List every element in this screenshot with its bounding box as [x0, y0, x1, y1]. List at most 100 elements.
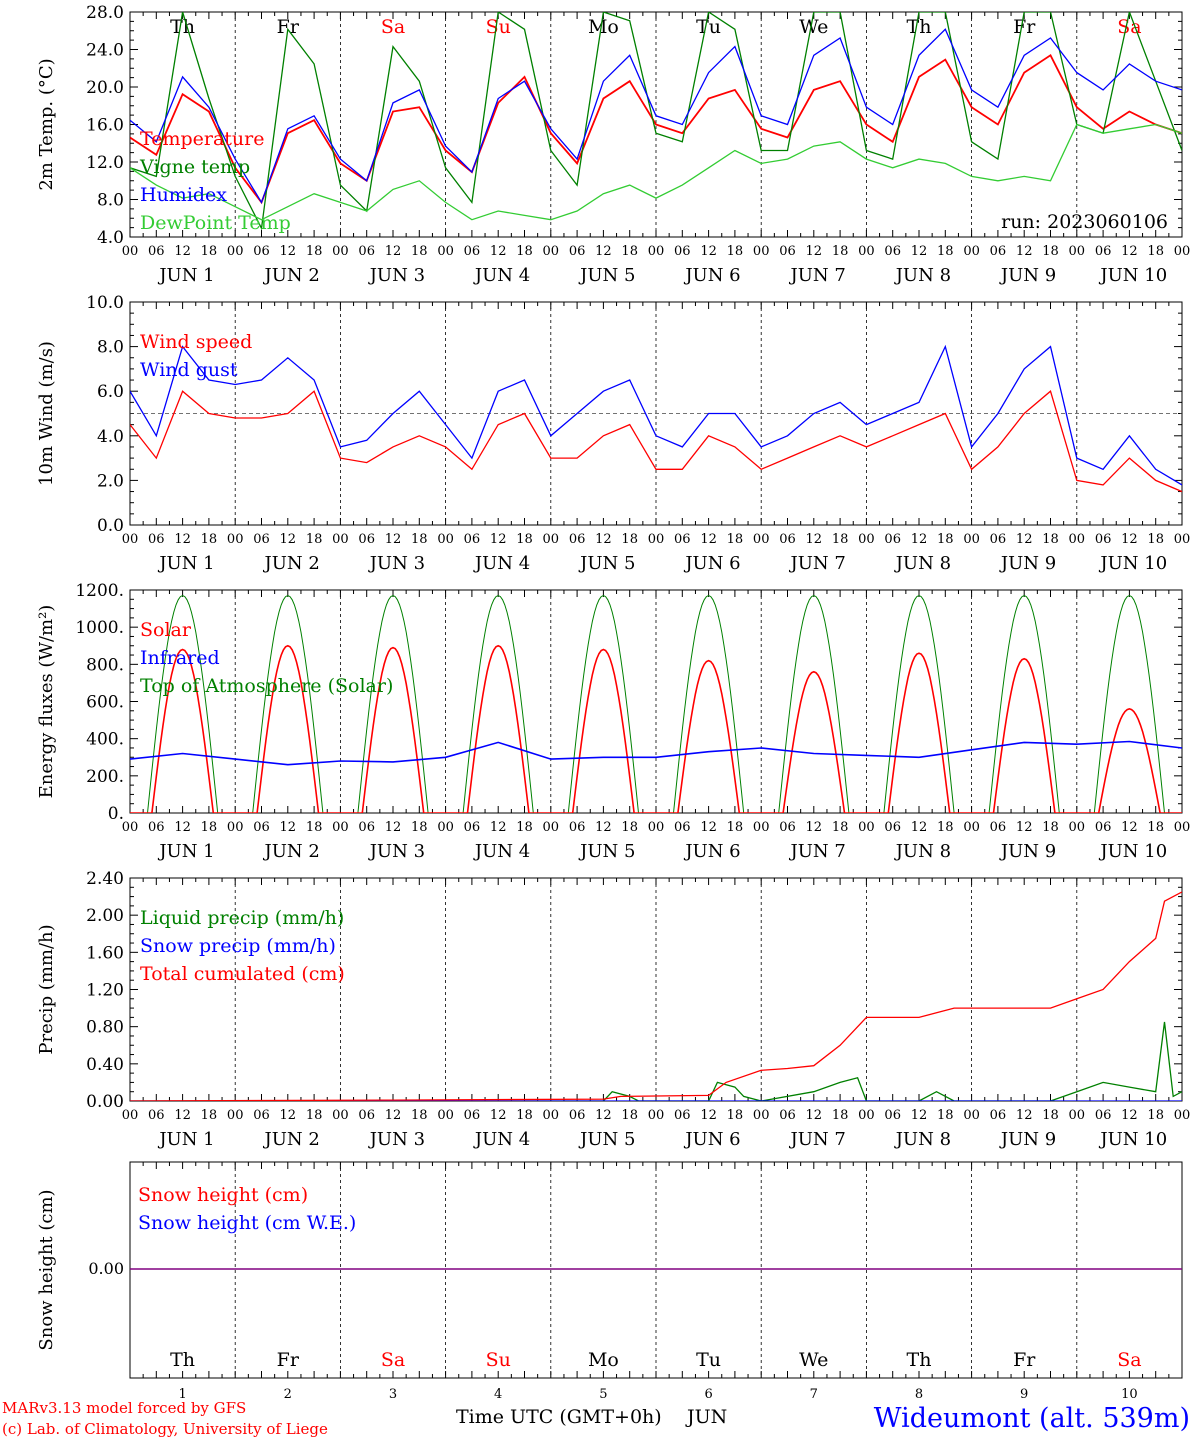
hour-tick-label: 00	[227, 820, 244, 835]
hour-tick-label: 00	[1174, 1108, 1191, 1123]
hour-tick-label: 00	[1174, 244, 1191, 259]
day-of-week-label: Sa	[381, 1349, 405, 1371]
hour-tick-label: 00	[437, 244, 454, 259]
hour-tick-label: 18	[937, 1108, 954, 1123]
date-label: JUN 2	[263, 841, 320, 862]
hour-tick-label: 06	[358, 244, 375, 259]
hour-tick-label: 00	[963, 532, 980, 547]
day-number-label: 4	[494, 1387, 502, 1402]
hour-tick-label: 06	[569, 532, 586, 547]
date-label: JUN 6	[683, 841, 740, 862]
hour-tick-label: 06	[148, 532, 165, 547]
day-of-week-label: Fr	[277, 16, 300, 38]
xaxis-month: JUN	[685, 1406, 727, 1428]
hour-tick-label: 06	[884, 820, 901, 835]
hour-tick-label: 00	[122, 1108, 139, 1123]
panel-3: 0. 200. 400. 600. 800. 1000. 1200. Energy fluxe…	[36, 581, 1190, 862]
hour-tick-label: 18	[201, 820, 218, 835]
hour-tick-label: 12	[595, 1108, 612, 1123]
hour-tick-label: 00	[437, 820, 454, 835]
date-label: JUN 9	[999, 1129, 1056, 1150]
hour-tick-label: 06	[148, 1108, 165, 1123]
hour-tick-label: 12	[1016, 1108, 1033, 1123]
legend-toa: Top of Atmosphere (Solar)	[140, 675, 393, 697]
hour-tick-label: 12	[595, 532, 612, 547]
y-tick-label: 600.	[86, 693, 124, 713]
hour-tick-label: 06	[569, 820, 586, 835]
hour-tick-label: 18	[1042, 820, 1059, 835]
hour-tick-label: 06	[990, 244, 1007, 259]
y-tick-label: 0.80	[86, 1018, 124, 1038]
day-number-label: 7	[810, 1387, 818, 1402]
date-label: JUN 3	[368, 265, 425, 286]
date-label: JUN 1	[157, 1129, 214, 1150]
date-label: JUN 9	[999, 553, 1056, 574]
date-label: JUN 8	[894, 265, 951, 286]
legend-total-cumulated: Total cumulated (cm)	[140, 963, 345, 985]
hour-tick-label: 18	[306, 1108, 323, 1123]
day-of-week-label: Fr	[1013, 16, 1036, 38]
hour-tick-label: 18	[516, 532, 533, 547]
hour-tick-label: 18	[832, 820, 849, 835]
y-tick-label: 0.00	[88, 1259, 124, 1278]
y-tick-label: 12.0	[86, 153, 124, 173]
date-label: JUN 3	[368, 553, 425, 574]
y-tick-label: 24.0	[86, 41, 124, 61]
day-of-week-label: Tu	[696, 1349, 721, 1371]
date-label: JUN 10	[1098, 553, 1167, 574]
hour-tick-label: 12	[280, 820, 297, 835]
day-of-week-label: Sa	[1117, 1349, 1141, 1371]
day-of-week-label: We	[799, 1349, 828, 1371]
hour-tick-label: 00	[122, 244, 139, 259]
hour-tick-label: 18	[201, 1108, 218, 1123]
hour-tick-label: 18	[727, 1108, 744, 1123]
day-number-label: 2	[284, 1387, 292, 1402]
hour-tick-label: 18	[621, 244, 638, 259]
hour-tick-label: 12	[1121, 1108, 1138, 1123]
hour-tick-label: 00	[858, 244, 875, 259]
hour-tick-label: 18	[516, 1108, 533, 1123]
hour-tick-label: 00	[753, 820, 770, 835]
hour-tick-label: 00	[1069, 532, 1086, 547]
y-tick-label: 8.0	[97, 191, 124, 211]
hour-tick-label: 12	[490, 1108, 507, 1123]
day-of-week-label: Su	[486, 16, 511, 38]
hour-tick-label: 00	[227, 244, 244, 259]
date-label: JUN 4	[473, 265, 530, 286]
date-label: JUN 3	[368, 1129, 425, 1150]
hour-tick-label: 18	[306, 532, 323, 547]
date-label: JUN 8	[894, 841, 951, 862]
date-label: JUN 9	[999, 841, 1056, 862]
y-tick-label: 6.0	[97, 382, 124, 402]
hour-tick-label: 06	[358, 532, 375, 547]
hour-tick-label: 06	[1095, 532, 1112, 547]
y-tick-label: 4.0	[97, 427, 124, 447]
hour-tick-label: 12	[385, 244, 402, 259]
hour-tick-label: 18	[937, 532, 954, 547]
hour-tick-label: 12	[911, 1108, 928, 1123]
panel-5: 0.00 Snow height (cm) Th Fr Sa Su Mo Tu We Th Fr Sa…	[36, 1161, 1183, 1402]
day-of-week-label: Su	[486, 1349, 511, 1371]
hour-tick-label: 06	[464, 244, 481, 259]
hour-tick-label: 00	[858, 1108, 875, 1123]
hour-tick-label: 12	[280, 244, 297, 259]
hour-tick-label: 06	[253, 1108, 270, 1123]
hour-tick-label: 06	[779, 820, 796, 835]
series-humidex	[130, 28, 1182, 204]
day-number-label: 3	[389, 1387, 397, 1402]
date-label: JUN 6	[683, 553, 740, 574]
legend-snow-height-we: Snow height (cm W.E.)	[138, 1212, 356, 1234]
hour-tick-label: 00	[1069, 820, 1086, 835]
xaxis-label: Time UTC (GMT+0h)	[456, 1406, 662, 1428]
hour-tick-label: 00	[753, 1108, 770, 1123]
hour-tick-label: 00	[1174, 532, 1191, 547]
hour-tick-label: 00	[437, 532, 454, 547]
hour-tick-label: 18	[832, 1108, 849, 1123]
hour-tick-label: 18	[516, 820, 533, 835]
hour-tick-label: 18	[411, 244, 428, 259]
date-label: JUN 5	[578, 841, 635, 862]
legend-snow-height: Snow height (cm)	[138, 1184, 308, 1206]
hour-tick-label: 12	[174, 1108, 191, 1123]
day-of-week-label: Th	[170, 16, 195, 38]
hour-tick-label: 12	[174, 244, 191, 259]
